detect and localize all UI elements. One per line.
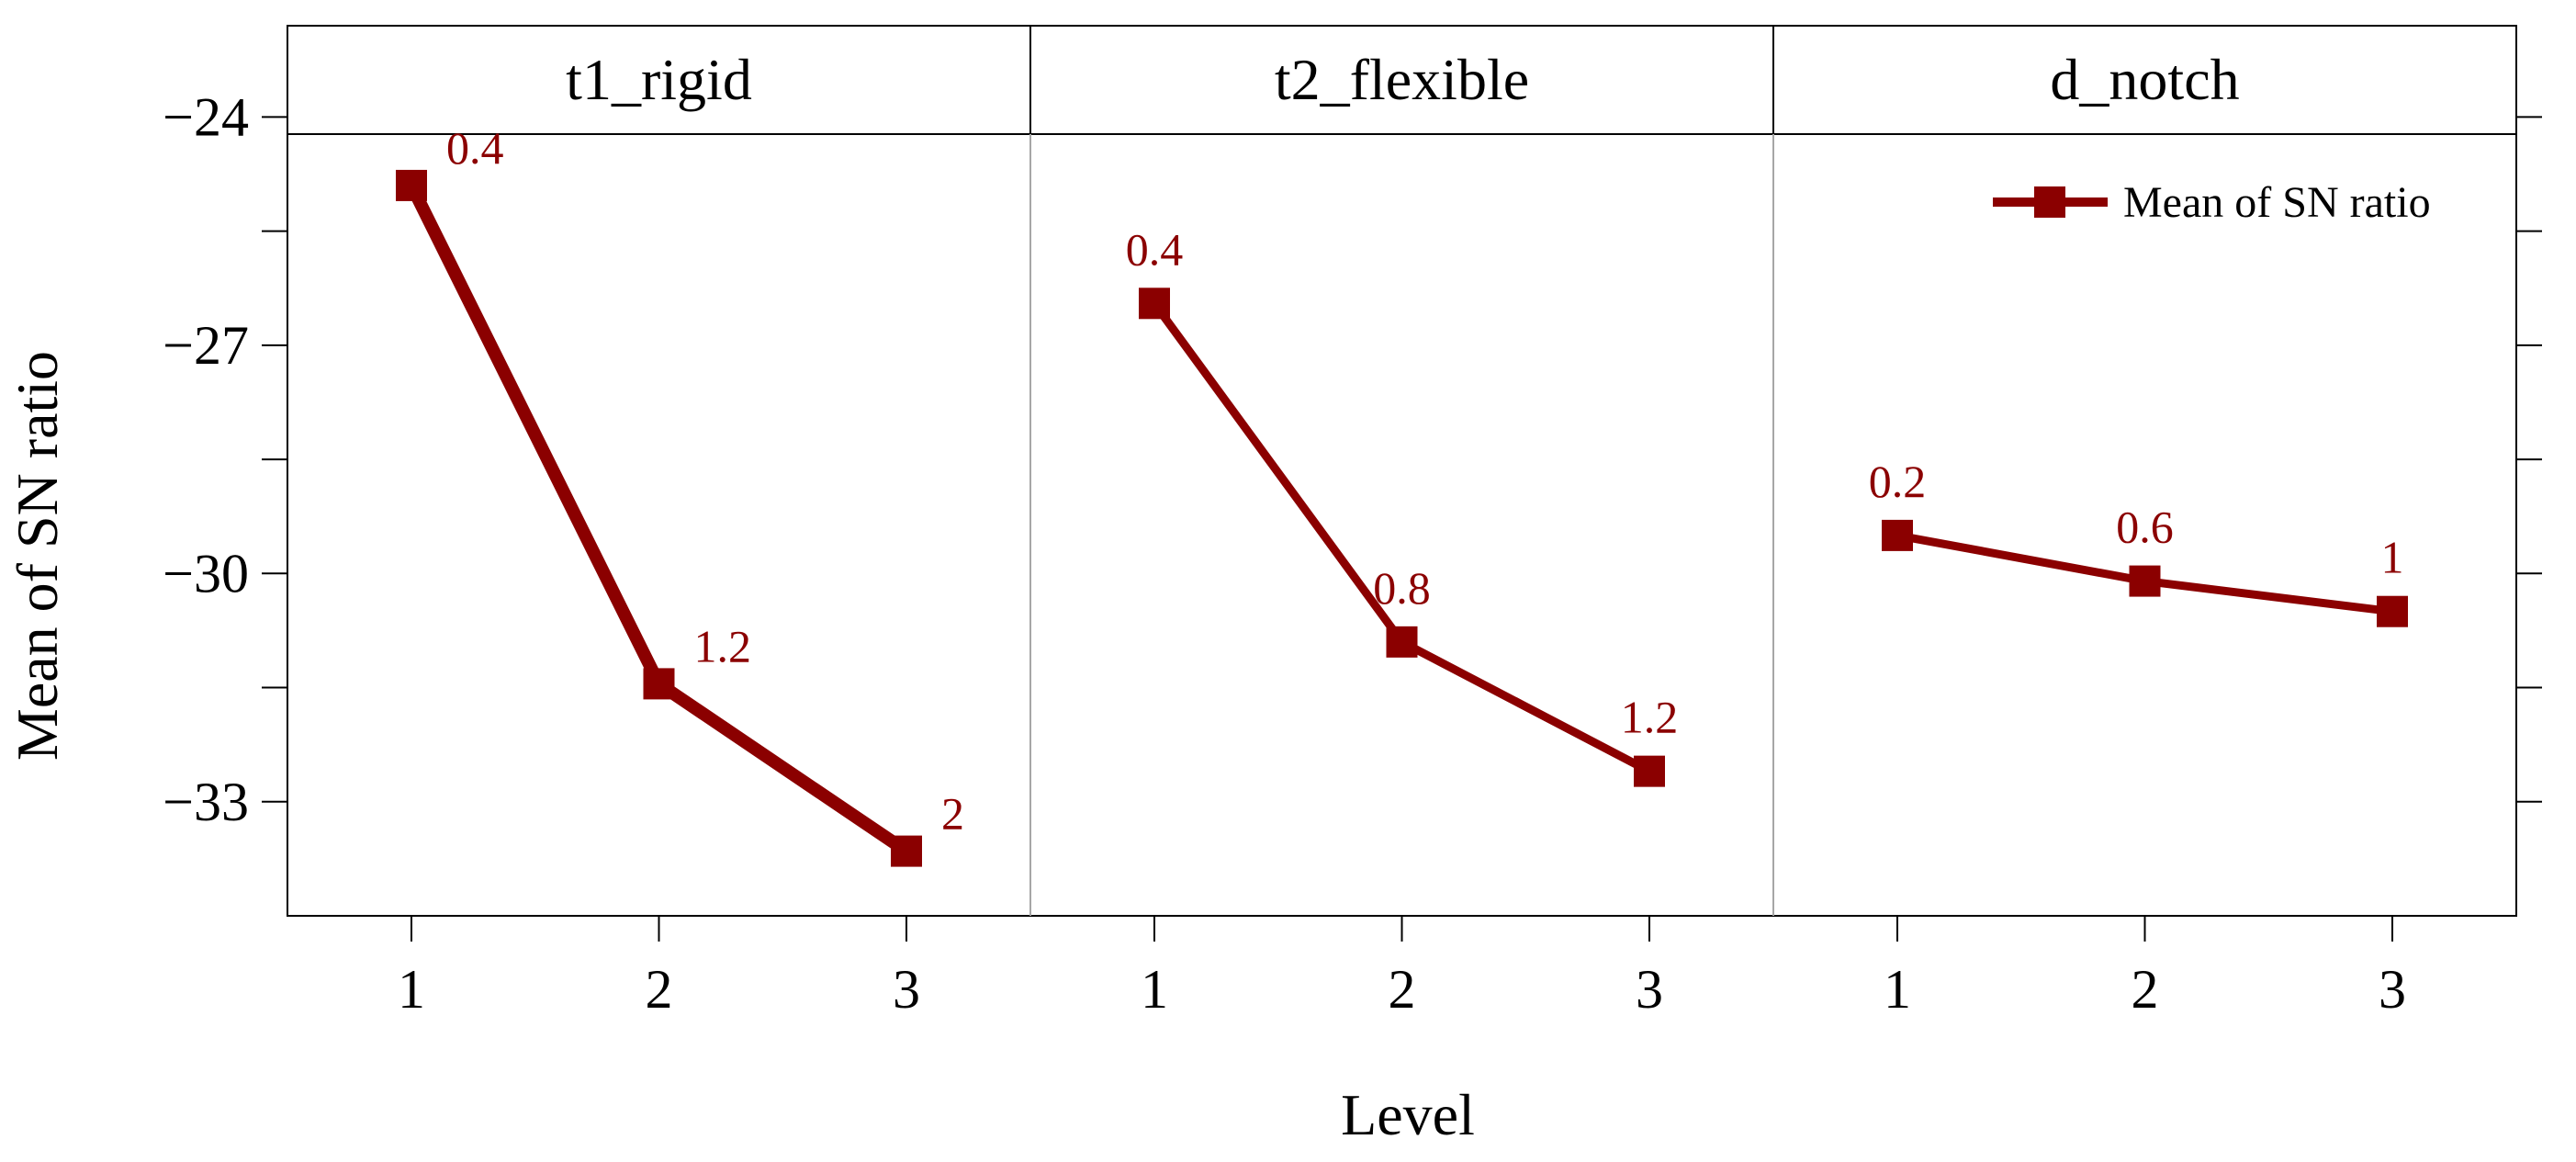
legend: Mean of SN ratio [1993, 178, 2431, 227]
x-tick-label: 1 [1884, 959, 1911, 1020]
data-label: 0.6 [2116, 502, 2174, 553]
panel-strip-label: d_notch [2050, 47, 2239, 112]
data-point [2129, 565, 2161, 597]
panel-strip-label: t1_rigid [566, 47, 752, 112]
data-point [891, 835, 922, 867]
x-tick-label: 3 [1636, 959, 1663, 1020]
data-label: 2 [941, 788, 964, 840]
y-axis-title: Mean of SN ratio [5, 351, 70, 761]
legend-label: Mean of SN ratio [2123, 178, 2431, 227]
x-tick-label: 3 [893, 959, 920, 1020]
series-line-t1_rigid [405, 178, 913, 858]
data-point [643, 668, 675, 700]
data-point [1139, 288, 1170, 320]
data-label: 1.2 [694, 620, 752, 671]
y-tick-label: −33 [163, 772, 249, 832]
data-point [1386, 626, 1418, 658]
data-label: 0.4 [1126, 223, 1184, 275]
x-tick-label: 2 [646, 959, 673, 1020]
data-point [1634, 755, 1665, 787]
panels-group: t1_rigid 0.4 1.2 2 t2_flexible 0.4 0.8 1.2 d_not… [287, 25, 2517, 917]
data-label: 0.4 [446, 122, 504, 174]
y-tick-label: −27 [163, 315, 249, 376]
x-tick-label: 2 [1389, 959, 1416, 1020]
data-label: 0.8 [1373, 562, 1431, 614]
plot-frame [287, 25, 2517, 917]
data-point [1882, 519, 1913, 551]
x-axis-title: Level [1341, 1082, 1475, 1147]
x-tick-label: 1 [398, 959, 425, 1020]
data-point [396, 169, 427, 201]
data-point [2377, 595, 2408, 627]
y-tick-label: −30 [163, 543, 249, 604]
x-tick-label: 3 [2379, 959, 2406, 1020]
data-label: 0.2 [1869, 456, 1927, 507]
legend-marker [2034, 186, 2065, 218]
x-tick-label: 2 [2132, 959, 2159, 1020]
data-label: 1.2 [1621, 692, 1679, 743]
y-axis: −24 −27 −30 −33 [163, 86, 2542, 832]
data-label: 1 [2381, 532, 2404, 583]
y-tick-label: −24 [163, 86, 249, 147]
series-line-t2_flexible [1150, 299, 1654, 776]
panel-strip-label: t2_flexible [1275, 47, 1529, 112]
x-axis: 1 2 3 1 2 3 1 2 3 [398, 916, 2406, 1020]
x-tick-label: 1 [1141, 959, 1168, 1020]
